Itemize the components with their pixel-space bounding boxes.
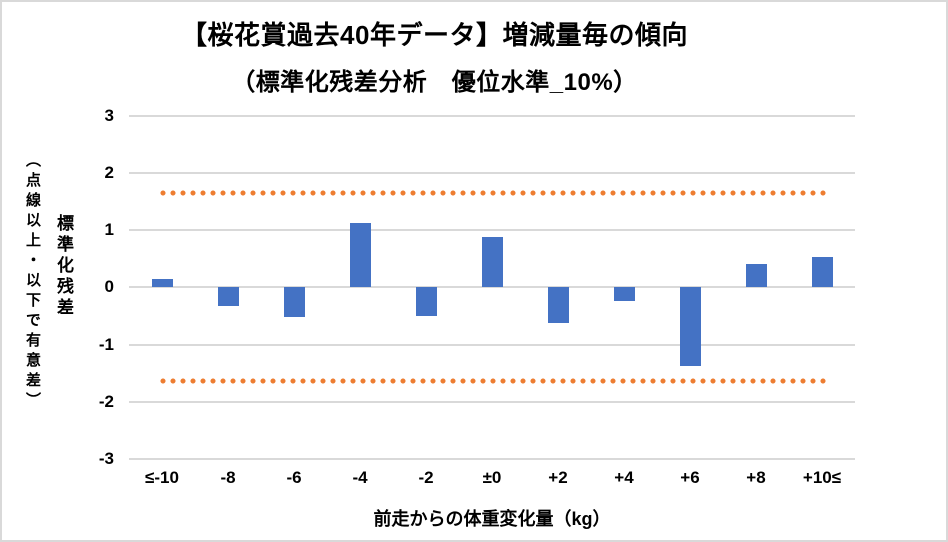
chart-subtitle: （標準化残差分析 優位水準_10%） bbox=[231, 69, 638, 96]
gridline bbox=[129, 457, 855, 460]
bar bbox=[151, 278, 173, 288]
x-tick-label: -4 bbox=[352, 468, 368, 487]
y-axis-title: 標準化残差 bbox=[54, 214, 73, 319]
bar bbox=[547, 287, 569, 324]
y-tick-label: 1 bbox=[104, 220, 114, 240]
y-tick-label: 2 bbox=[104, 163, 114, 183]
x-tick-label: ≤-10 bbox=[145, 468, 179, 487]
bar bbox=[415, 287, 437, 316]
x-tick-label: +8 bbox=[746, 468, 766, 487]
x-tick-label: +4 bbox=[614, 468, 634, 487]
bar bbox=[613, 287, 635, 301]
bar bbox=[481, 237, 503, 288]
gridline bbox=[129, 343, 855, 346]
x-tick-label: +6 bbox=[680, 468, 700, 487]
y-tick-label: -3 bbox=[98, 448, 114, 468]
bar bbox=[217, 287, 239, 307]
threshold-line-lower bbox=[158, 378, 826, 385]
x-tick-label: +10≤ bbox=[802, 468, 842, 487]
chart-title: 【桜花賞過去40年データ】増減量毎の傾向 bbox=[181, 20, 688, 50]
x-tick-label: -8 bbox=[220, 468, 236, 487]
x-tick-label: +2 bbox=[548, 468, 568, 487]
bar bbox=[745, 264, 767, 288]
bar bbox=[679, 287, 701, 366]
x-tick-label: ±0 bbox=[482, 468, 502, 487]
bar bbox=[283, 287, 305, 317]
y-tick-label: -1 bbox=[98, 334, 114, 354]
gridline bbox=[129, 115, 855, 117]
threshold-line-upper bbox=[158, 190, 826, 197]
x-axis-title: 前走からの体重変化量（kg） bbox=[373, 509, 611, 529]
gridline bbox=[129, 400, 855, 403]
bar bbox=[349, 223, 371, 288]
x-tick-label: -2 bbox=[418, 468, 434, 487]
title-block: 【桜花賞過去40年データ】増減量毎の傾向 （標準化残差分析 優位水準_10%） bbox=[12, 18, 857, 98]
y-axis-title-note: （点線以上・以下で有意差） bbox=[24, 152, 41, 412]
gridline bbox=[129, 286, 855, 289]
gridline bbox=[129, 172, 855, 175]
y-tick-label: 3 bbox=[104, 106, 114, 125]
gridline bbox=[129, 229, 855, 232]
y-tick-label: 0 bbox=[104, 277, 114, 297]
bar bbox=[811, 256, 833, 288]
x-tick-label: -6 bbox=[286, 468, 302, 487]
y-tick-label: -2 bbox=[98, 391, 114, 411]
